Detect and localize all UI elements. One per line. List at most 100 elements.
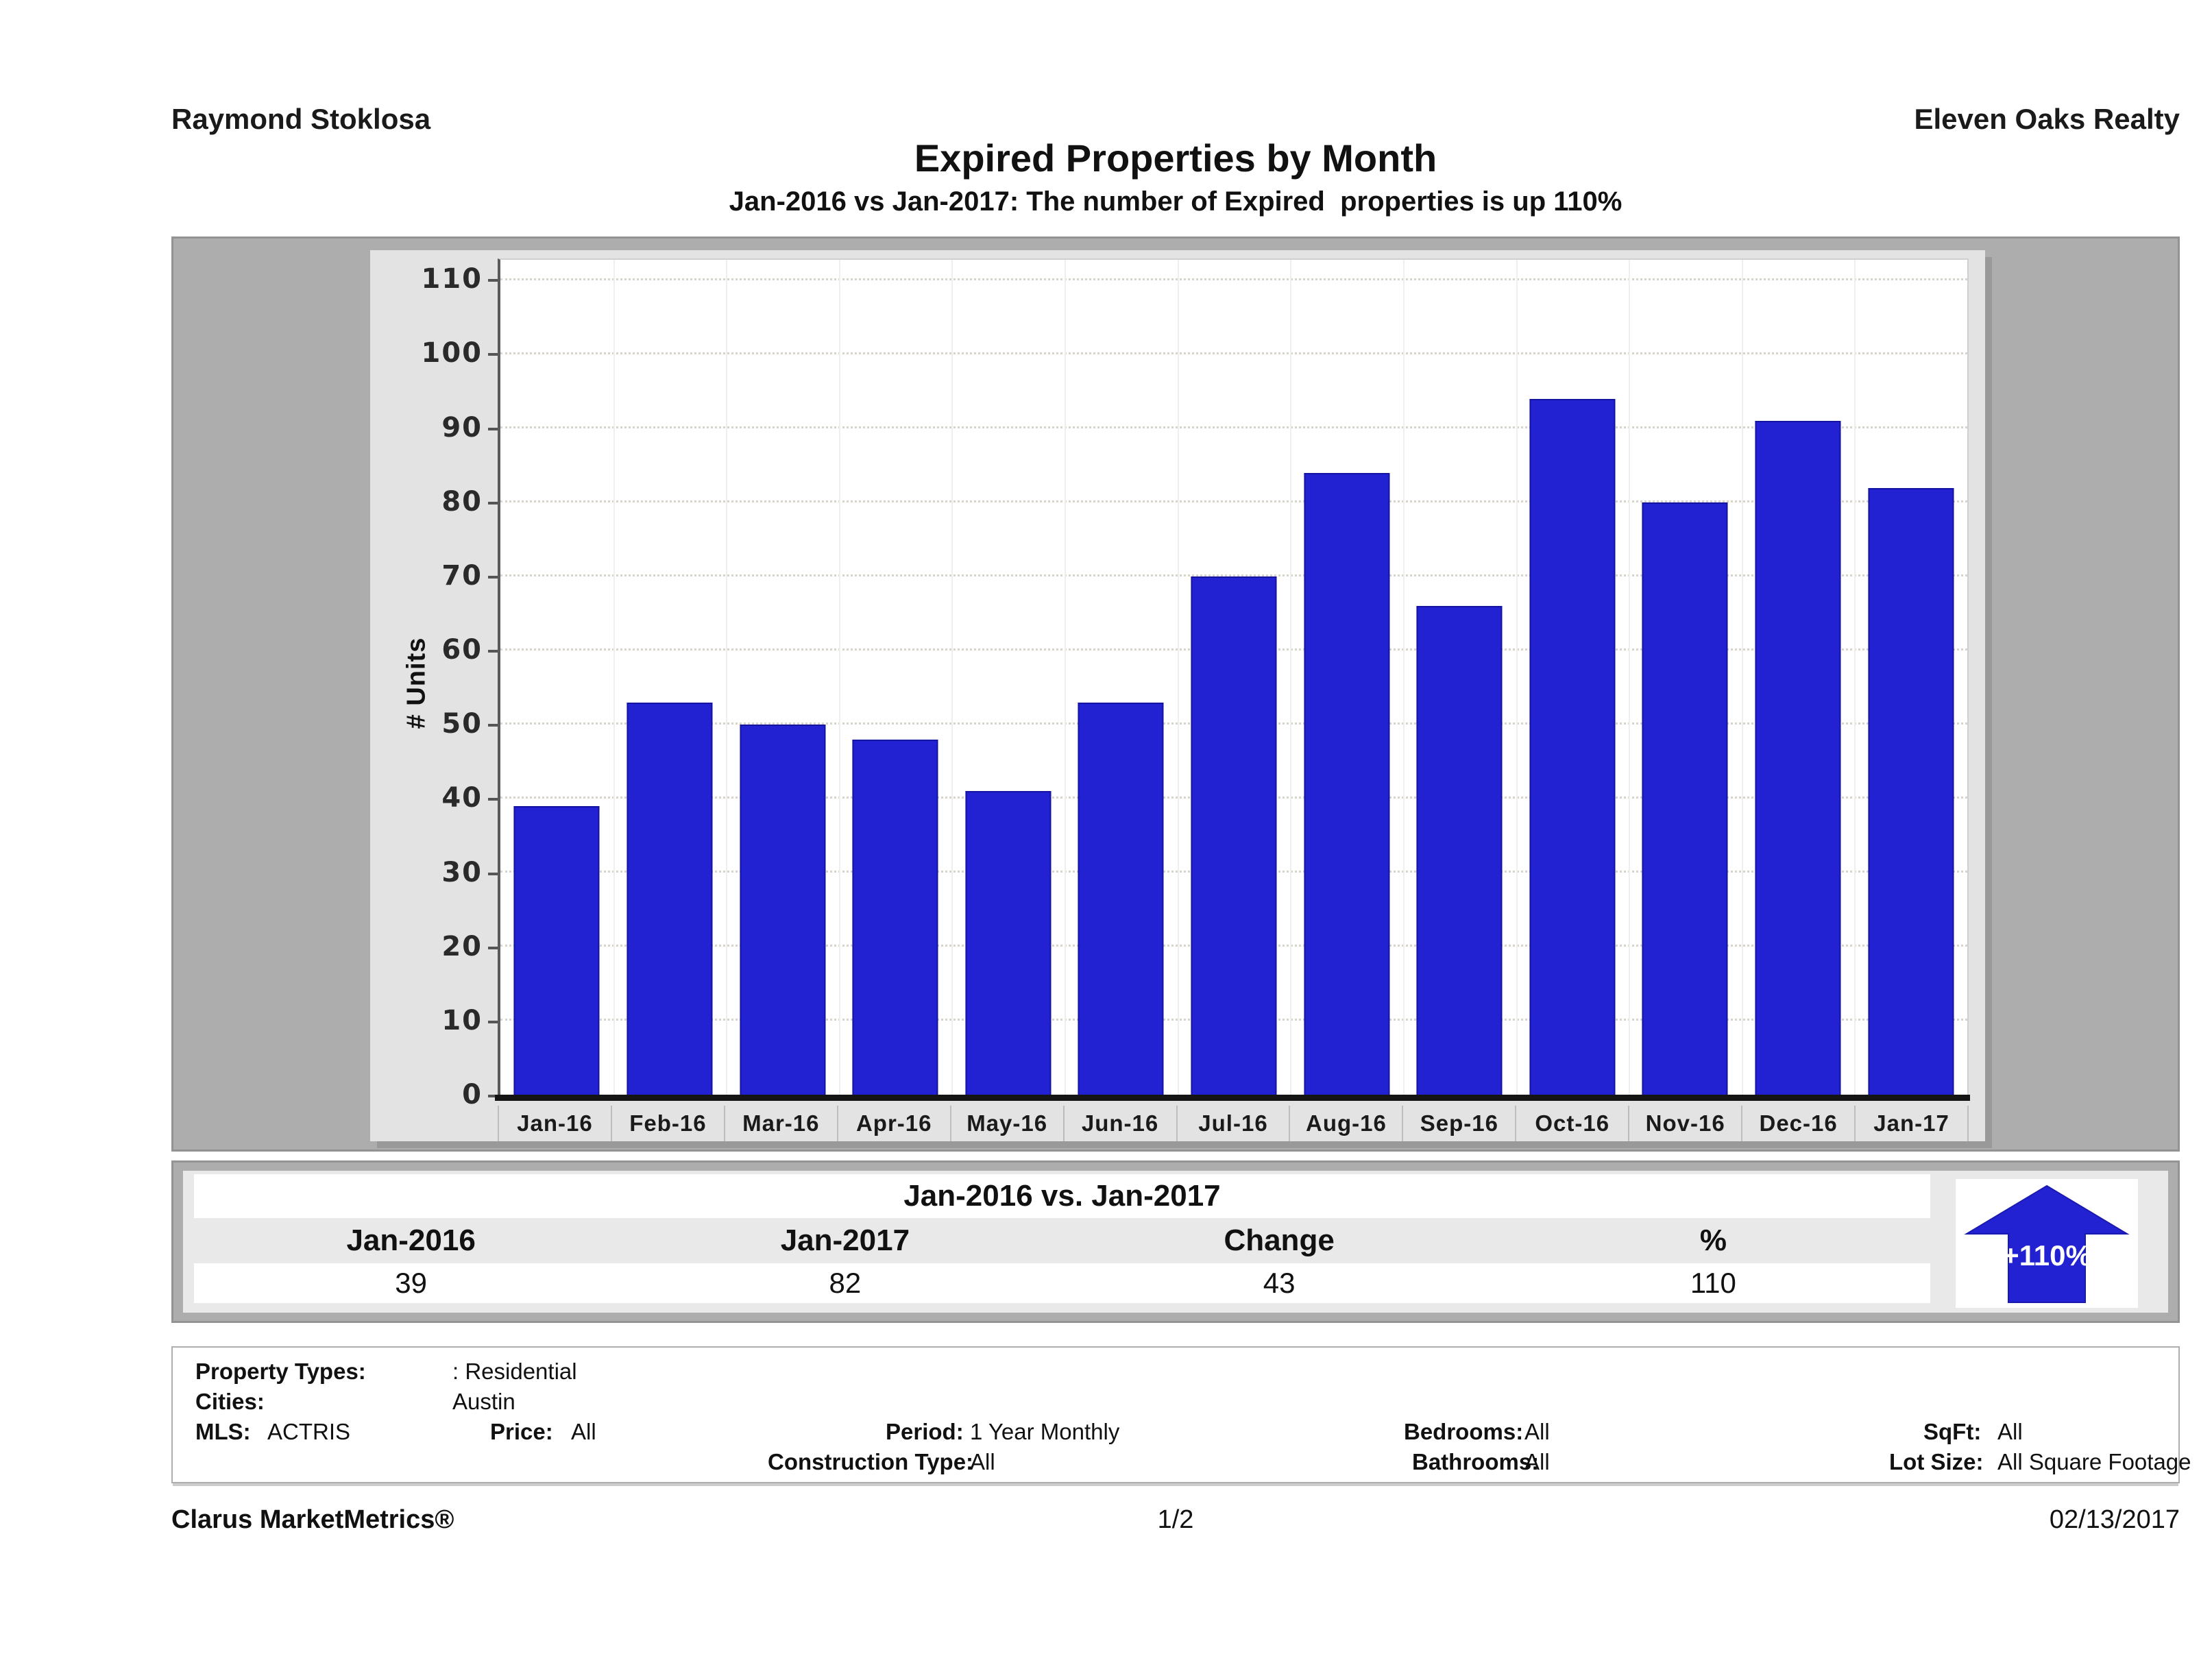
comparison-title: Jan-2016 vs. Jan-2017: [194, 1174, 1930, 1218]
y-tick-70: 70: [370, 560, 498, 592]
x-label-Jul-16: Jul-16: [1176, 1106, 1289, 1141]
bathrooms-value: All: [1524, 1449, 1550, 1474]
vertical-gridline-7: [1290, 260, 1292, 1095]
lot-size-value: All Square Footage: [1997, 1449, 2191, 1474]
bar-slot-Oct-16: [1516, 260, 1629, 1095]
bar-slot-Feb-16: [613, 260, 727, 1095]
x-label-Apr-16: Apr-16: [836, 1106, 950, 1141]
cities-label: Cities:: [195, 1389, 265, 1414]
mls-label: MLS:: [195, 1419, 251, 1444]
bar-Sep-16: [1416, 606, 1503, 1095]
y-tick-80: 80: [370, 486, 498, 518]
construction-type-value: All: [970, 1449, 995, 1474]
comparison-value-Jan-2017: 82: [829, 1267, 862, 1299]
bar-Mar-16: [739, 725, 826, 1095]
vertical-gridline-2: [726, 260, 728, 1095]
property-types-value: : Residential: [452, 1359, 577, 1384]
bar-Jan-17: [1868, 487, 1954, 1095]
page-title: Expired Properties by Month: [914, 136, 1437, 180]
bar-slot-Aug-16: [1290, 260, 1403, 1095]
bar-Apr-16: [852, 739, 938, 1095]
period-label: Period:: [886, 1419, 964, 1444]
x-label-Jan-16: Jan-16: [498, 1106, 611, 1141]
y-tick-100: 100: [370, 337, 498, 369]
vertical-gridline-6: [1177, 260, 1179, 1095]
x-label-Sep-16: Sep-16: [1402, 1106, 1515, 1141]
vertical-gridline-3: [838, 260, 840, 1095]
footer-page-number: 1/2: [1157, 1505, 1194, 1534]
vertical-gridline-11: [1741, 260, 1743, 1095]
page-subtitle: Jan-2016 vs Jan-2017: The number of Expi…: [729, 186, 1622, 217]
bars-container: [500, 260, 1967, 1095]
lot-size-label: Lot Size:: [1889, 1449, 1984, 1474]
x-axis-labels: Jan-16 Feb-16 Mar-16 Apr-16 May-16 Jun-16 Jul-…: [498, 1106, 1969, 1141]
trend-arrow-box: +110%: [1956, 1179, 2138, 1308]
y-tick-0: 0: [370, 1079, 498, 1110]
construction-type-label: Construction Type:: [768, 1449, 974, 1474]
y-tick-10: 10: [370, 1005, 498, 1036]
plot-area: [498, 258, 1969, 1095]
x-label-Jun-16: Jun-16: [1062, 1106, 1176, 1141]
comparison-header-Change: Change: [1224, 1224, 1335, 1257]
vertical-gridline-8: [1402, 260, 1405, 1095]
bar-May-16: [965, 791, 1052, 1095]
bar-slot-Jan-16: [500, 260, 613, 1095]
bar-Jul-16: [1191, 576, 1277, 1095]
bar-Nov-16: [1642, 502, 1728, 1095]
bar-slot-May-16: [951, 260, 1065, 1095]
vertical-gridline-1: [613, 260, 615, 1095]
y-tick-110: 110: [370, 263, 498, 295]
property-types-label: Property Types:: [195, 1359, 366, 1384]
y-tick-20: 20: [370, 931, 498, 962]
price-label: Price:: [490, 1419, 553, 1444]
bar-slot-Jan-17: [1854, 260, 1967, 1095]
cities-value: Austin: [452, 1389, 515, 1414]
price-value: All: [571, 1419, 596, 1444]
brokerage-name: Eleven Oaks Realty: [1914, 103, 2180, 135]
comparison-panel-inner: Jan-2016 vs. Jan-2017 Jan-2016 Jan-2017 Ch…: [183, 1171, 2168, 1313]
comparison-value-row: 39 82 43 110: [194, 1263, 1930, 1303]
y-tick-90: 90: [370, 412, 498, 443]
comparison-header-%: %: [1699, 1224, 1727, 1257]
period-value: 1 Year Monthly: [970, 1419, 1120, 1444]
bar-Jun-16: [1078, 702, 1164, 1095]
y-tick-30: 30: [370, 857, 498, 888]
x-label-Dec-16: Dec-16: [1741, 1106, 1854, 1141]
x-axis-line: [495, 1095, 1970, 1101]
gridline-100: [500, 352, 1967, 355]
mls-value: ACTRIS: [267, 1419, 351, 1444]
x-label-Jan-17: Jan-17: [1854, 1106, 1969, 1141]
x-label-Feb-16: Feb-16: [610, 1106, 724, 1141]
bar-Jan-16: [513, 805, 600, 1095]
gridline-110: [500, 278, 1967, 281]
gridline-90: [500, 426, 1967, 429]
comparison-table: Jan-2016 vs. Jan-2017 Jan-2016 Jan-2017 Ch…: [194, 1174, 1930, 1303]
chart-inner-frame: # Units 0 10 20 30 40 50 60 70 80 90 100 110 Jan-16…: [370, 250, 1985, 1141]
bar-slot-Jul-16: [1178, 260, 1291, 1095]
bar-slot-Jun-16: [1065, 260, 1178, 1095]
bar-slot-Dec-16: [1742, 260, 1855, 1095]
bar-slot-Nov-16: [1629, 260, 1742, 1095]
vertical-gridline-5: [1065, 260, 1067, 1095]
bedrooms-label: Bedrooms:: [1404, 1419, 1524, 1444]
comparison-value-Jan-2016: 39: [395, 1267, 427, 1299]
x-label-Mar-16: Mar-16: [723, 1106, 837, 1141]
vertical-gridline-12: [1854, 260, 1856, 1095]
bar-Feb-16: [627, 702, 713, 1095]
footer-date: 02/13/2017: [2049, 1505, 2180, 1534]
gridline-80: [500, 500, 1967, 503]
comparison-header-Jan-2016: Jan-2016: [346, 1224, 476, 1257]
up-arrow-icon: +110%: [1964, 1184, 2130, 1303]
bar-slot-Sep-16: [1403, 260, 1516, 1095]
bar-Oct-16: [1529, 399, 1616, 1095]
footer: Clarus MarketMetrics® 1/2 02/13/2017: [171, 1505, 2180, 1535]
x-label-May-16: May-16: [949, 1106, 1063, 1141]
x-label-Oct-16: Oct-16: [1515, 1106, 1628, 1141]
x-label-Nov-16: Nov-16: [1628, 1106, 1741, 1141]
bar-slot-Apr-16: [839, 260, 952, 1095]
bar-Aug-16: [1304, 472, 1390, 1095]
bathrooms-label: Bathrooms:: [1412, 1449, 1540, 1474]
vertical-gridline-9: [1516, 260, 1518, 1095]
trend-badge: +110%: [2002, 1239, 2091, 1272]
